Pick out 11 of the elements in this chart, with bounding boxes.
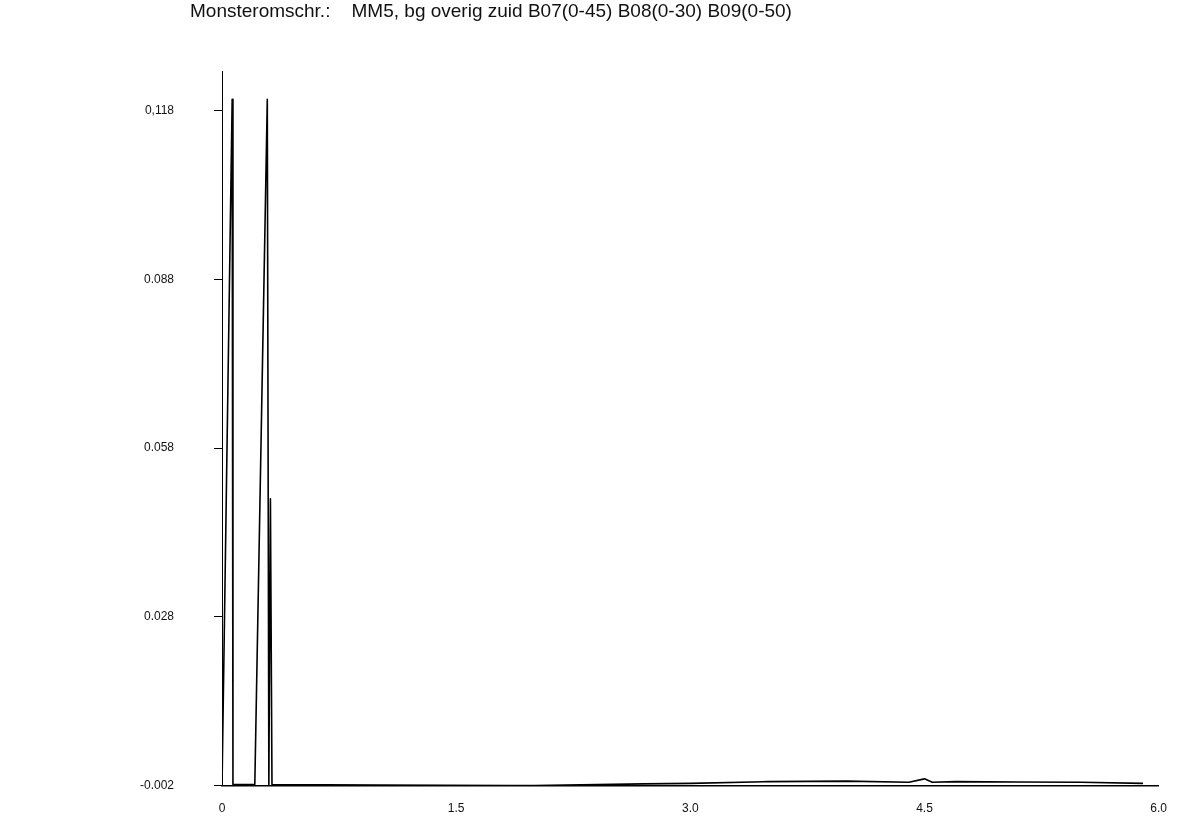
x-tick-label: 0	[218, 801, 226, 816]
y-tick-label: 0,118	[144, 102, 175, 117]
y-tick-label: 0.058	[143, 440, 175, 455]
y-tick-label: 0.088	[143, 271, 175, 286]
x-tick-label: 3.0	[682, 801, 700, 816]
chart-title: Monsteromschr.: MM5, bg overig zuid B07(0-45) B08(0-30) B09(0-50)	[190, 0, 792, 22]
x-tick-label: 4.5	[916, 801, 934, 816]
x-tick-label: 6.0	[1150, 801, 1168, 816]
y-tick-label: -0.002	[139, 777, 175, 792]
x-tick-label: 1.5	[447, 801, 465, 816]
y-tick-label: 0.028	[143, 609, 175, 624]
